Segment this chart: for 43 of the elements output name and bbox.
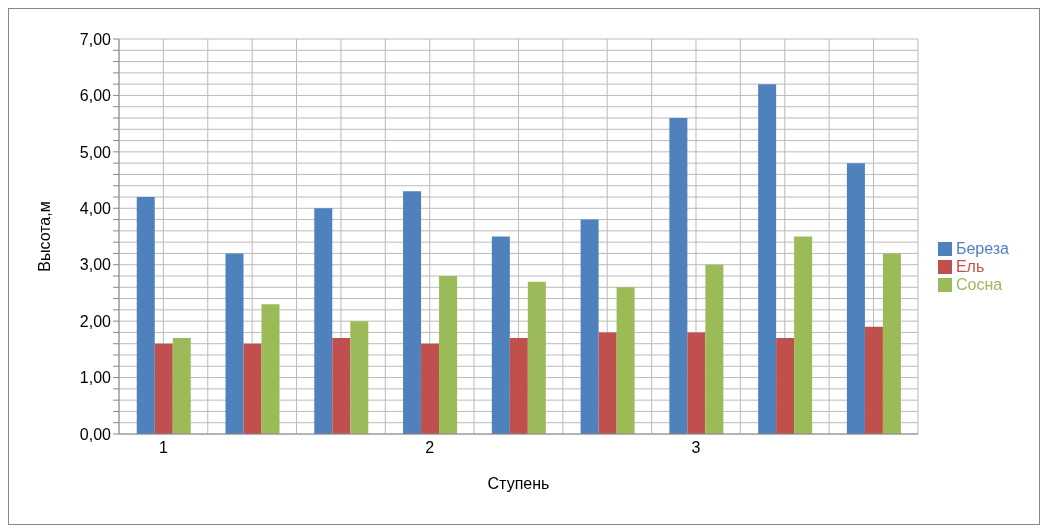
bar bbox=[794, 236, 813, 434]
bar bbox=[243, 343, 262, 434]
y-tick-label: 2,00 bbox=[79, 312, 112, 330]
bar bbox=[136, 197, 155, 434]
y-tick-label: 6,00 bbox=[79, 87, 112, 105]
bar bbox=[261, 304, 280, 434]
bar bbox=[846, 163, 865, 434]
bar bbox=[314, 208, 333, 434]
bar bbox=[350, 321, 369, 434]
bar bbox=[332, 338, 351, 434]
x-axis-title: Ступень bbox=[487, 475, 550, 492]
y-axis-title: Высота,м bbox=[35, 201, 53, 272]
bar bbox=[882, 253, 901, 434]
bar bbox=[580, 219, 599, 434]
bar bbox=[439, 276, 458, 434]
y-tick-label: 7,00 bbox=[79, 30, 112, 48]
bar bbox=[687, 332, 706, 434]
y-tick-label: 4,00 bbox=[79, 199, 112, 217]
bar bbox=[491, 236, 510, 434]
bar bbox=[421, 343, 440, 434]
bar bbox=[598, 332, 617, 434]
bar bbox=[669, 118, 688, 434]
legend-label: Береза bbox=[955, 239, 1009, 257]
y-tick-label: 3,00 bbox=[79, 256, 112, 274]
bar bbox=[154, 343, 173, 434]
bar bbox=[616, 287, 635, 434]
bar bbox=[758, 84, 777, 434]
bar bbox=[225, 253, 244, 434]
y-tick-label: 0,00 bbox=[79, 425, 112, 443]
bar bbox=[527, 281, 546, 434]
y-tick-label: 1,00 bbox=[79, 369, 112, 387]
bar bbox=[776, 338, 795, 434]
legend-label: Сосна bbox=[955, 275, 1003, 293]
x-tick-label: 2 bbox=[425, 439, 435, 457]
bar bbox=[705, 264, 724, 434]
legend-label: Ель bbox=[955, 257, 985, 275]
y-tick-label: 5,00 bbox=[79, 143, 112, 161]
x-tick-label: 1 bbox=[158, 439, 168, 457]
x-tick-label: 3 bbox=[691, 439, 701, 457]
bar bbox=[172, 338, 191, 434]
bar bbox=[864, 326, 883, 434]
bar bbox=[509, 338, 528, 434]
bar bbox=[403, 191, 422, 434]
